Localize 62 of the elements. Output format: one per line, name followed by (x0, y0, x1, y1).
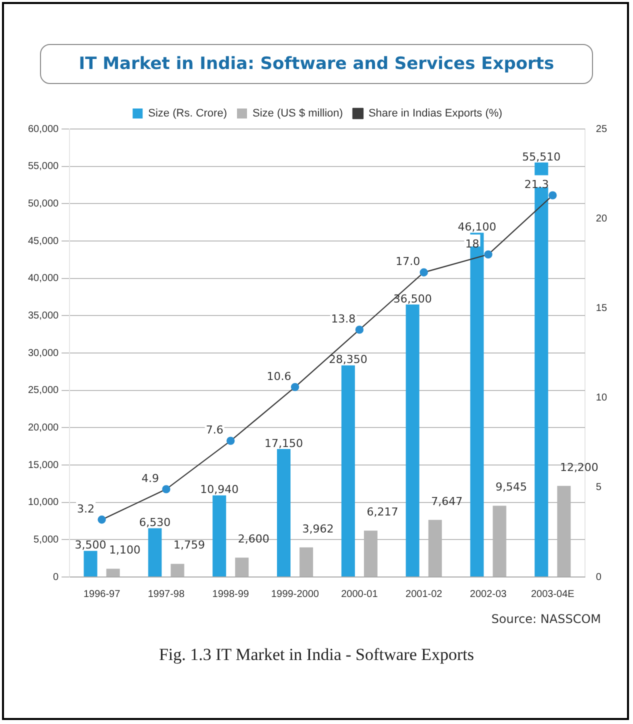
legend-label: Size (Rs. Crore) (148, 108, 227, 120)
bar (341, 365, 355, 576)
data-label: 3,962 (302, 522, 334, 536)
y2-tick-label: 10 (596, 392, 608, 404)
y-tick-label: 45,000 (28, 236, 60, 247)
data-label: 9,545 (496, 480, 528, 494)
data-label: 4.9 (141, 472, 159, 486)
y-tick-label: 0 (53, 572, 60, 583)
bar (212, 495, 226, 576)
bar (276, 448, 291, 576)
x-tick-label: 2003-04E (530, 588, 575, 600)
bar (84, 550, 98, 576)
x-tick-label: 1998-99 (212, 588, 250, 600)
y2-tick-label: 0 (596, 572, 602, 583)
y-tick-label: 25,000 (28, 385, 60, 396)
y-tick-label: 30,000 (28, 348, 60, 359)
data-label: 10,940 (200, 483, 239, 496)
bar (406, 304, 420, 576)
data-label: 1,100 (109, 544, 141, 557)
x-tick-label: 2001-02 (405, 588, 443, 600)
data-label: 3,500 (74, 538, 106, 552)
data-label: 6,530 (139, 516, 171, 530)
legend-label: Share in Indias Exports (%) (368, 108, 502, 120)
y-tick-label: 55,000 (28, 161, 60, 172)
chart-title: IT Market in India: Software and Services Exports (40, 44, 593, 84)
y-tick-label: 40,000 (28, 273, 60, 284)
data-label: 21.3 (524, 178, 549, 192)
x-tick-label: 1997-98 (148, 588, 185, 600)
data-label: 10.6 (266, 370, 292, 383)
data-label: 17,150 (264, 436, 304, 450)
y-tick-label: 10,000 (28, 497, 60, 508)
data-label: 7.6 (206, 424, 224, 437)
bar (148, 528, 162, 576)
data-label: 13.8 (331, 312, 356, 326)
y-tick-label: 5,000 (34, 534, 60, 546)
x-tick-label: 1996-97 (83, 588, 121, 600)
data-label: 7,647 (431, 494, 463, 508)
data-label: 17.0 (396, 255, 420, 268)
y-tick-label: 20,000 (28, 422, 60, 434)
data-label: 2,600 (238, 532, 270, 546)
y-tick-label: 35,000 (28, 310, 60, 322)
data-label: 36,500 (393, 292, 432, 306)
caption: Fig. 1.3 IT Market in India - Software Exports (158, 645, 476, 665)
y2-tick-label: 20 (596, 213, 608, 224)
x-tick-label: 2000-01 (341, 588, 378, 600)
data-label: 46,100 (458, 220, 496, 234)
y-tick-label: 60,000 (28, 124, 60, 135)
data-label: 1,759 (173, 538, 205, 552)
y2-tick-label: 5 (596, 482, 602, 494)
source-note: Source: NASSCOM (491, 612, 601, 626)
y-tick-label: 50,000 (28, 198, 60, 210)
data-label: 28,350 (328, 353, 368, 366)
legend-label: Size (US $ million) (252, 108, 343, 120)
data-label: 3.2 (77, 502, 95, 516)
data-label: 6,217 (366, 505, 398, 518)
y-tick-label: 15,000 (28, 460, 60, 471)
data-label: 55,510 (522, 150, 561, 164)
data-label: 12,200 (560, 460, 598, 474)
x-tick-label: 1999-2000 (271, 588, 320, 600)
y2-tick-label: 25 (596, 124, 608, 135)
y2-tick-label: 15 (596, 302, 608, 314)
x-tick-label: 2002-03 (470, 588, 508, 600)
